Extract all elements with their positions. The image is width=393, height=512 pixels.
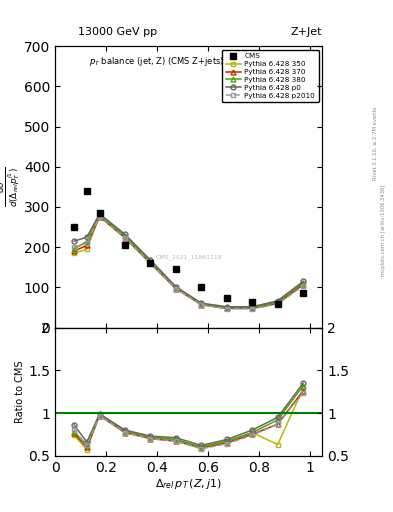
- X-axis label: $\Delta_{rel}\,p_T\,(Z,j1)$: $\Delta_{rel}\,p_T\,(Z,j1)$: [155, 477, 222, 492]
- Pythia 6.428 p0: [123, 231, 127, 238]
- Pythia 6.428 p0: [148, 257, 153, 263]
- Pythia 6.428 370: [72, 248, 77, 254]
- Line: Pythia 6.428 p0: Pythia 6.428 p0: [72, 211, 306, 309]
- Pythia 6.428 p0: [97, 211, 102, 217]
- CMS: [123, 242, 127, 248]
- Pythia 6.428 380: [301, 280, 305, 286]
- Pythia 6.428 350: [199, 301, 204, 307]
- Pythia 6.428 350: [123, 234, 127, 240]
- Pythia 6.428 p2010: [84, 240, 89, 246]
- Pythia 6.428 380: [199, 301, 204, 307]
- Pythia 6.428 380: [275, 299, 280, 305]
- Pythia 6.428 380: [250, 305, 255, 311]
- Text: CMS_2021_11861118: CMS_2021_11861118: [155, 254, 222, 260]
- Line: Pythia 6.428 380: Pythia 6.428 380: [72, 212, 306, 310]
- Pythia 6.428 p0: [199, 300, 204, 306]
- Pythia 6.428 p2010: [301, 283, 305, 289]
- Line: CMS: CMS: [71, 187, 307, 307]
- Pythia 6.428 p0: [301, 279, 305, 285]
- Text: 13000 GeV pp: 13000 GeV pp: [78, 27, 158, 37]
- CMS: [224, 294, 229, 301]
- Pythia 6.428 p0: [72, 238, 77, 244]
- Pythia 6.428 370: [123, 235, 127, 241]
- Pythia 6.428 370: [97, 214, 102, 220]
- Pythia 6.428 p2010: [72, 244, 77, 250]
- Pythia 6.428 370: [275, 301, 280, 307]
- CMS: [72, 224, 77, 230]
- Pythia 6.428 350: [224, 305, 229, 311]
- Pythia 6.428 370: [199, 302, 204, 308]
- CMS: [84, 188, 89, 194]
- Y-axis label: $\frac{d\sigma}{d(\Delta_{rel}p_T^{j1})}$: $\frac{d\sigma}{d(\Delta_{rel}p_T^{j1})}…: [0, 166, 22, 207]
- Pythia 6.428 370: [84, 242, 89, 248]
- Pythia 6.428 380: [72, 246, 77, 252]
- CMS: [301, 290, 305, 296]
- Pythia 6.428 p2010: [275, 301, 280, 307]
- Pythia 6.428 p2010: [250, 306, 255, 312]
- Pythia 6.428 380: [224, 305, 229, 311]
- Pythia 6.428 p2010: [224, 306, 229, 312]
- Pythia 6.428 p0: [84, 234, 89, 240]
- Pythia 6.428 350: [97, 213, 102, 219]
- CMS: [97, 210, 102, 216]
- CMS: [275, 301, 280, 307]
- Legend: CMS, Pythia 6.428 350, Pythia 6.428 370, Pythia 6.428 380, Pythia 6.428 p0, Pyth: CMS, Pythia 6.428 350, Pythia 6.428 370,…: [222, 50, 319, 102]
- Pythia 6.428 350: [301, 281, 305, 287]
- CMS: [250, 298, 255, 305]
- Pythia 6.428 p0: [174, 284, 178, 290]
- Text: $p_T$ balance (jet, Z) (CMS Z+jets): $p_T$ balance (jet, Z) (CMS Z+jets): [89, 55, 224, 68]
- Text: Z+Jet: Z+Jet: [291, 27, 322, 37]
- Text: Rivet 3.1.10, ≥ 2.7M events: Rivet 3.1.10, ≥ 2.7M events: [373, 106, 378, 180]
- Pythia 6.428 350: [84, 246, 89, 252]
- CMS: [174, 266, 178, 272]
- CMS: [148, 260, 153, 266]
- CMS: [199, 284, 204, 290]
- Pythia 6.428 p2010: [148, 260, 153, 266]
- Pythia 6.428 p2010: [123, 235, 127, 241]
- Pythia 6.428 p2010: [97, 214, 102, 220]
- Pythia 6.428 350: [275, 300, 280, 306]
- Pythia 6.428 p2010: [174, 286, 178, 292]
- Line: Pythia 6.428 p2010: Pythia 6.428 p2010: [72, 214, 306, 311]
- Pythia 6.428 370: [148, 260, 153, 266]
- Pythia 6.428 p0: [275, 297, 280, 304]
- Text: mcplots.cern.ch [arXiv:1306.3436]: mcplots.cern.ch [arXiv:1306.3436]: [381, 185, 386, 276]
- Pythia 6.428 p0: [224, 304, 229, 310]
- Pythia 6.428 p2010: [199, 302, 204, 308]
- Pythia 6.428 380: [84, 238, 89, 244]
- Pythia 6.428 350: [72, 250, 77, 257]
- Pythia 6.428 370: [250, 305, 255, 311]
- Line: Pythia 6.428 370: Pythia 6.428 370: [72, 214, 306, 311]
- Pythia 6.428 380: [97, 212, 102, 218]
- Y-axis label: Ratio to CMS: Ratio to CMS: [15, 360, 26, 423]
- Pythia 6.428 370: [301, 282, 305, 288]
- Pythia 6.428 380: [174, 285, 178, 291]
- Pythia 6.428 370: [174, 286, 178, 292]
- Pythia 6.428 380: [148, 259, 153, 265]
- Pythia 6.428 350: [148, 260, 153, 266]
- Pythia 6.428 350: [250, 305, 255, 311]
- Line: Pythia 6.428 350: Pythia 6.428 350: [72, 214, 306, 310]
- Pythia 6.428 370: [224, 305, 229, 311]
- Pythia 6.428 350: [174, 285, 178, 291]
- Pythia 6.428 p0: [250, 304, 255, 310]
- Pythia 6.428 380: [123, 233, 127, 239]
